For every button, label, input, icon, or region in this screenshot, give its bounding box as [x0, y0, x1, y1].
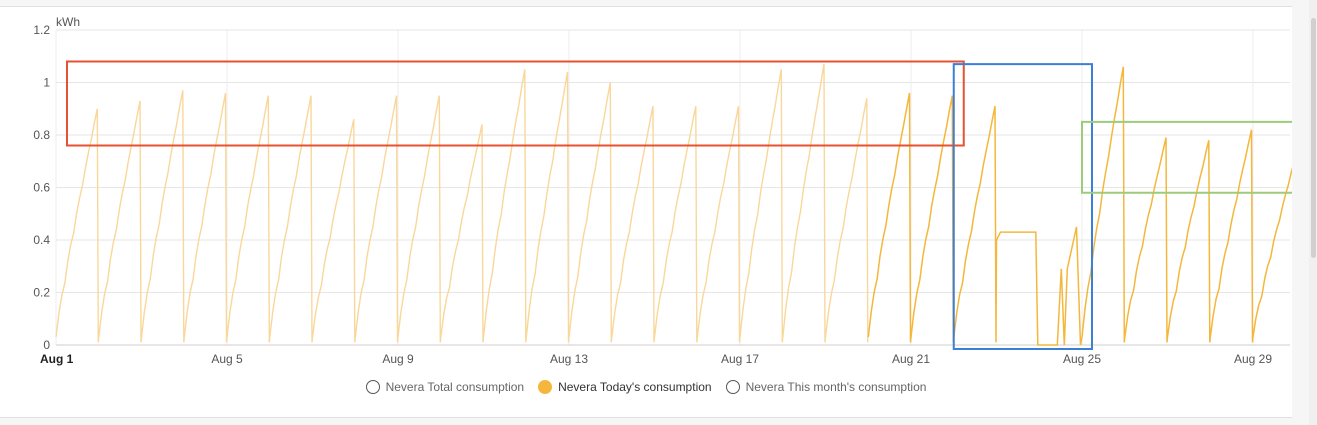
legend-circle-icon: [725, 380, 740, 394]
y-tick-label: 0.2: [33, 286, 50, 300]
x-tick-label: Aug 29: [1234, 352, 1272, 366]
legend-item-month-consumption[interactable]: Nevera This month's consumption: [725, 380, 927, 394]
chart-plot-area[interactable]: [55, 63, 1292, 346]
y-tick-label: 0: [43, 338, 50, 352]
highlight-box: [952, 63, 1093, 350]
highlight-box: [1081, 120, 1292, 194]
scrollbar-thumb[interactable]: [1311, 18, 1316, 258]
x-tick-label: Aug 9: [382, 352, 414, 366]
legend-label: Nevera Total consumption: [385, 380, 525, 394]
y-tick-label: 1: [43, 76, 50, 90]
x-tick-label: Aug 13: [550, 352, 588, 366]
legend-label: Nevera Today's consumption: [558, 380, 712, 394]
chart-axes: 0 0.2 0.4 0.6 0.8 1 1.2 Aug 1 Aug 5 Aug 9 Aug 13 Au…: [33, 23, 1290, 366]
legend-item-total-consumption[interactable]: Nevera Total consumption: [365, 380, 525, 394]
y-tick-label: 0.6: [33, 181, 50, 195]
series-line[interactable]: [867, 66, 1292, 346]
chart-grid: [55, 29, 1290, 346]
chart-svg: 0 0.2 0.4 0.6 0.8 1 1.2 Aug 1 Aug 5 Aug 9 Aug 13 Au…: [33, 15, 1292, 366]
legend-item-todays-consumption[interactable]: Nevera Today's consumption: [538, 380, 712, 394]
y-tick-label: 0.4: [33, 233, 50, 247]
chart-legend: Nevera Total consumption Nevera Today's …: [0, 380, 1292, 394]
highlight-box: [66, 60, 965, 147]
scrollbar[interactable]: [1309, 0, 1317, 425]
x-tick-label: Aug 21: [892, 352, 930, 366]
y-axis-label: kWh: [56, 15, 80, 29]
x-tick-label: Aug 17: [721, 352, 759, 366]
legend-circle-icon: [365, 380, 380, 394]
highlight-boxes: [66, 60, 1292, 350]
legend-circle-icon: [538, 380, 553, 394]
x-tick-label: Aug 25: [1063, 352, 1101, 366]
x-tick-label: Aug 5: [211, 352, 243, 366]
series-line-light[interactable]: [55, 63, 869, 343]
legend-label: Nevera This month's consumption: [745, 380, 927, 394]
y-tick-label: 0.8: [33, 128, 50, 142]
x-tick-label: Aug 1: [40, 352, 74, 366]
y-tick-label: 1.2: [33, 23, 50, 37]
